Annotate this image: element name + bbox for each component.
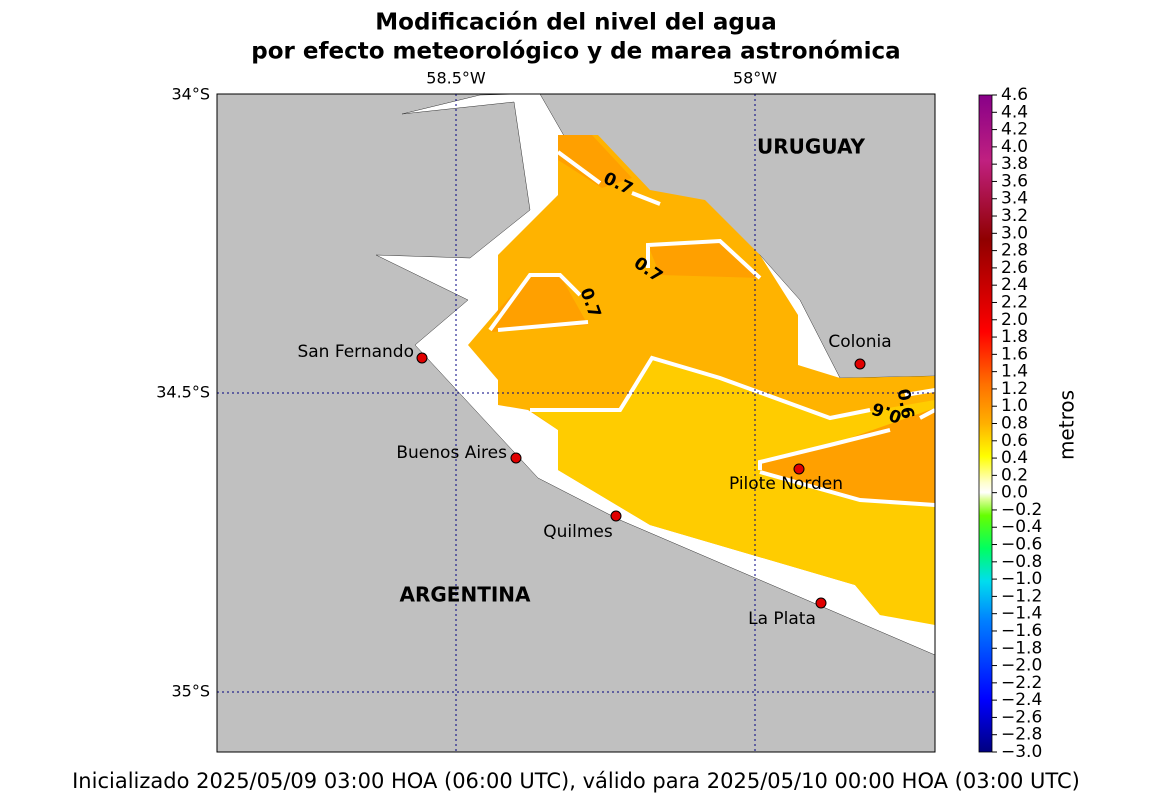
- latitude-label: 34.5°S: [156, 383, 210, 402]
- colorbar-tick-label: 1.2: [1001, 379, 1028, 399]
- colorbar-tick-label: 0.8: [1001, 414, 1028, 434]
- contours: [488, 150, 935, 507]
- surge-area: [558, 135, 632, 188]
- colorbar-tick-label: 2.2: [1001, 292, 1028, 312]
- city-label: La Plata: [748, 609, 816, 629]
- title: Modificación del nivel del agua: [375, 10, 776, 36]
- colorbar-tick-label: −1.2: [1001, 586, 1042, 606]
- surge-area: [760, 408, 935, 505]
- colorbar-tick-label: −2.2: [1001, 673, 1042, 693]
- surge-area: [492, 275, 588, 332]
- colorbar-tick-label: 1.8: [1001, 327, 1028, 347]
- colorbar-label: metros: [1055, 390, 1079, 460]
- colorbar-tick-label: −0.4: [1001, 517, 1042, 537]
- colorbar-tick-label: 2.4: [1001, 275, 1028, 295]
- longitude-label: 58.5°W: [426, 69, 486, 88]
- colorbar-tick-label: −1.0: [1001, 569, 1042, 589]
- colorbar-tick-label: 3.2: [1001, 206, 1028, 226]
- colorbar-tick-label: 1.0: [1001, 396, 1028, 416]
- city-markers: [416, 352, 866, 609]
- title: por efecto meteorológico y de marea astr…: [251, 39, 900, 65]
- city-marker: [416, 352, 428, 364]
- surge-area: [530, 358, 935, 625]
- map: 0.7 0.7 0.7 0.6 0.6 URUGUAY ARGENTINA Sa…: [217, 94, 935, 752]
- colorbar-tick-label: 4.4: [1001, 102, 1028, 122]
- region-label: URUGUAY: [757, 135, 865, 159]
- colorbar-tick-label: 2.0: [1001, 310, 1028, 330]
- city-label: Buenos Aires: [396, 443, 507, 463]
- colorbar-tick-label: 1.4: [1001, 362, 1028, 382]
- colorbar-scale: [978, 94, 993, 753]
- colorbar-tick-label: 2.8: [1001, 241, 1028, 261]
- colorbar-tick-label: 3.8: [1001, 154, 1028, 174]
- colorbar-tick-label: −0.6: [1001, 535, 1042, 555]
- colorbar-tick-label: −2.8: [1001, 725, 1042, 745]
- city-label: Colonia: [828, 332, 891, 352]
- colorbar-tick-label: −2.0: [1001, 656, 1042, 676]
- footer: Inicializado 2025/05/09 03:00 HOA (06:00…: [72, 769, 1080, 793]
- city-marker: [510, 452, 522, 464]
- colorbar-tick-label: 0.2: [1001, 465, 1028, 485]
- surge-area: [648, 240, 762, 278]
- colorbar-tick-label: −0.8: [1001, 552, 1042, 572]
- colorbar-tick-label: −1.8: [1001, 638, 1042, 658]
- colorbar-tick-label: 0.6: [1001, 431, 1028, 451]
- colorbar-tick-label: −0.2: [1001, 500, 1042, 520]
- colorbar-tick-label: −2.4: [1001, 690, 1042, 710]
- colorbar-tick-label: 4.6: [1001, 85, 1028, 105]
- colorbar: −3.0−2.8−2.6−2.4−2.2−2.0−1.8−1.6−1.4−1.2…: [978, 85, 1042, 762]
- colorbar-tick-label: 4.0: [1001, 137, 1028, 157]
- colorbar-tick-label: −1.6: [1001, 621, 1042, 641]
- city-marker: [815, 597, 827, 609]
- colorbar-tick-label: −3.0: [1001, 742, 1042, 762]
- colorbar-tick-label: 3.4: [1001, 189, 1028, 209]
- colorbar-tick-label: −2.6: [1001, 707, 1042, 727]
- colorbar-tick-label: 0.0: [1001, 483, 1028, 503]
- colorbar-tick-label: 4.2: [1001, 120, 1028, 140]
- longitude-label: 58°W: [733, 69, 777, 88]
- colorbar-tick-label: 2.6: [1001, 258, 1028, 278]
- city-label: Pilote Norden: [729, 474, 843, 494]
- map-frame: [216, 93, 936, 753]
- region-label: ARGENTINA: [400, 583, 532, 607]
- colorbar-tick-label: 1.6: [1001, 344, 1028, 364]
- city-label: Quilmes: [543, 522, 613, 542]
- colorbar-tick-label: −1.4: [1001, 604, 1042, 624]
- latitude-label: 35°S: [171, 682, 210, 701]
- colorbar-tick-label: 3.6: [1001, 171, 1028, 191]
- colorbar-tick-label: 3.0: [1001, 223, 1028, 243]
- latitude-label: 34°S: [171, 85, 210, 104]
- city-marker: [854, 358, 866, 370]
- colorbar-tick-label: 0.4: [1001, 448, 1028, 468]
- city-marker: [793, 463, 805, 475]
- city-label: San Fernando: [297, 342, 414, 362]
- city-marker: [610, 510, 622, 522]
